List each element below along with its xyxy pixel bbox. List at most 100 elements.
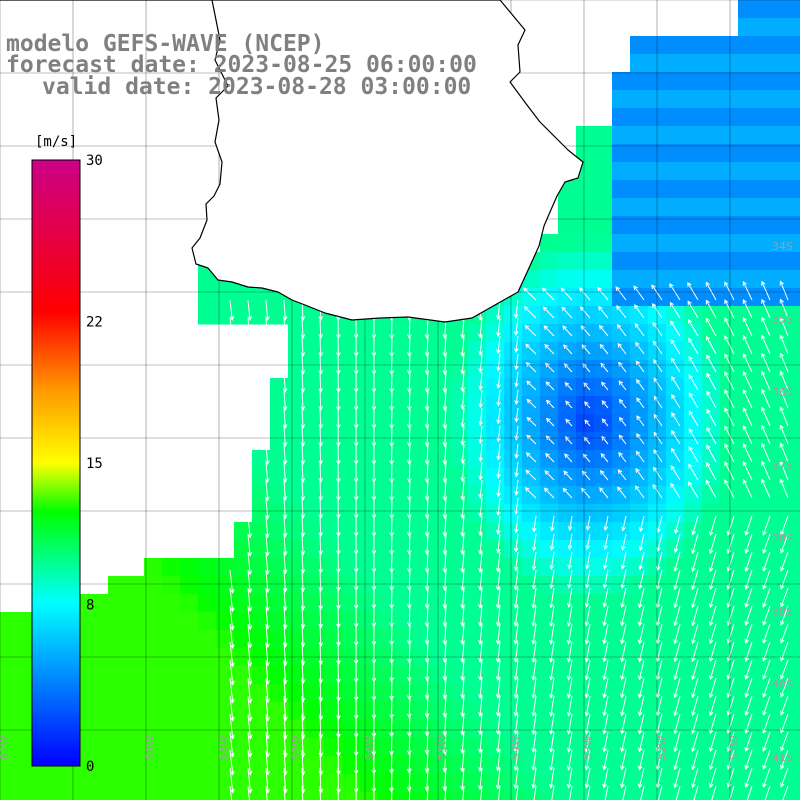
field-cell <box>630 414 649 433</box>
wind-arrow <box>549 623 555 645</box>
field-cell <box>198 756 217 775</box>
wind-arrow <box>744 623 753 644</box>
wind-arrow <box>407 425 412 448</box>
wind-arrow <box>706 426 717 445</box>
field-cell <box>504 522 523 541</box>
field-cell <box>756 450 775 469</box>
field-cell <box>486 414 505 433</box>
wind-arrow <box>687 318 699 337</box>
wind-arrow <box>636 433 645 445</box>
field-cell <box>540 558 559 577</box>
wind-arrow <box>531 749 537 771</box>
field-cell <box>666 72 685 91</box>
field-cell <box>540 630 559 649</box>
wind-arrow <box>478 713 483 736</box>
field-cell <box>216 792 235 800</box>
wind-arrow <box>318 479 323 502</box>
field-cell <box>594 756 613 775</box>
field-cell <box>378 738 397 757</box>
field-cell <box>684 360 703 379</box>
wind-arrow <box>566 749 573 771</box>
field-cell <box>612 270 631 289</box>
field-cell <box>198 684 217 703</box>
wind-arrow <box>600 452 609 463</box>
field-cell <box>540 702 559 721</box>
field-cell <box>756 36 775 55</box>
field-cell <box>594 396 613 415</box>
wind-arrow <box>653 413 663 427</box>
field-cell <box>288 792 307 800</box>
wind-arrow <box>318 731 324 758</box>
wind-arrow <box>584 677 591 699</box>
field-cell <box>612 594 631 613</box>
wind-arrow <box>424 641 430 664</box>
field-cell <box>396 720 415 739</box>
field-cell <box>576 702 595 721</box>
field-cell <box>270 396 289 415</box>
wind-arrow <box>522 287 537 301</box>
field-cell <box>468 486 487 505</box>
wind-arrow <box>688 355 699 373</box>
wind-arrow <box>652 484 663 499</box>
field-cell <box>162 702 181 721</box>
field-cell <box>288 414 307 433</box>
wind-arrow <box>495 569 501 591</box>
field-cell <box>270 792 289 800</box>
wind-arrow <box>300 443 306 466</box>
field-cell <box>306 576 325 595</box>
wind-arrow <box>688 374 699 391</box>
field-cell <box>558 612 577 631</box>
wind-arrow <box>584 623 591 645</box>
wind-arrow <box>782 785 789 800</box>
wind-arrow <box>544 470 555 481</box>
field-cell <box>612 630 631 649</box>
field-cell <box>306 504 325 523</box>
field-cell <box>720 198 739 217</box>
wind-arrow <box>495 713 501 735</box>
field-cell <box>756 612 775 631</box>
field-cell <box>792 432 800 451</box>
field-cell <box>576 288 595 307</box>
field-cell <box>72 774 91 793</box>
wind-arrow <box>424 497 430 520</box>
field-cell <box>756 18 775 37</box>
field-cell <box>450 576 469 595</box>
wind-arrow <box>513 299 519 319</box>
wind-arrow <box>691 695 699 717</box>
field-cell <box>396 414 415 433</box>
field-cell <box>630 36 649 55</box>
wind-arrow <box>526 398 537 409</box>
field-cell <box>522 630 541 649</box>
field-cell <box>414 396 433 415</box>
wind-arrow <box>742 424 753 445</box>
field-cell <box>558 486 577 505</box>
field-cell <box>540 324 559 343</box>
field-cell <box>288 468 307 487</box>
field-cell <box>684 414 703 433</box>
wind-arrow <box>617 342 627 355</box>
field-cell <box>630 324 649 343</box>
field-cell <box>360 342 379 361</box>
wind-arrow <box>424 605 430 628</box>
field-cell <box>756 720 775 739</box>
wind-arrow <box>318 443 323 466</box>
field-cell <box>684 468 703 487</box>
field-cell <box>450 378 469 397</box>
field-cell <box>792 378 800 397</box>
wind-arrow <box>584 695 591 717</box>
field-cell <box>108 738 127 757</box>
field-cell <box>594 522 613 541</box>
field-cell <box>774 144 793 163</box>
field-cell <box>144 774 163 793</box>
field-cell <box>684 54 703 73</box>
field-cell <box>630 756 649 775</box>
wind-arrow <box>601 418 609 427</box>
field-cell <box>432 774 451 793</box>
field-cell <box>774 288 793 307</box>
field-cell <box>630 612 649 631</box>
field-cell <box>702 180 721 199</box>
wind-arrow <box>442 551 448 573</box>
wind-arrow <box>691 677 699 699</box>
field-cell <box>522 702 541 721</box>
field-cell <box>486 720 505 739</box>
